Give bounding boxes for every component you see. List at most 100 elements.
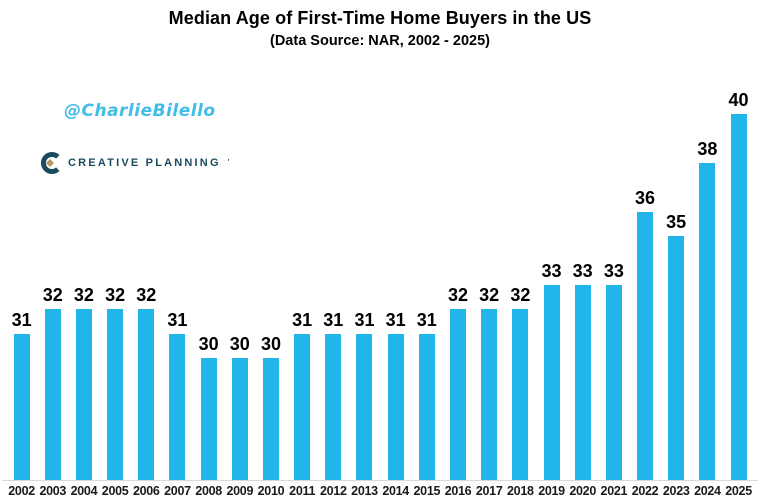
x-axis-tick-label: 2020: [569, 484, 596, 498]
x-axis-tick-label: 2019: [538, 484, 565, 498]
bar-value-label: 32: [479, 285, 500, 306]
bar-column-2020: 33: [567, 90, 598, 480]
bar-column-2004: 32: [68, 90, 99, 480]
bar-value-label: 33: [541, 261, 562, 281]
bar-value-label: 31: [167, 309, 188, 330]
bar-column-2023: 35: [661, 90, 692, 480]
bar-column-2003: 32: [37, 90, 68, 480]
bar-column-2009: 30: [224, 90, 255, 480]
creative-planning-logo: CREATIVE PLANNING ': [39, 152, 229, 174]
bar-column-2008: 30: [193, 90, 224, 480]
bar: [231, 358, 248, 480]
bar-column-2015: 31: [411, 90, 442, 480]
bar: [668, 236, 685, 480]
bar: [75, 309, 92, 480]
x-axis-line: [2, 480, 758, 481]
bar: [107, 309, 124, 480]
chart-subtitle: (Data Source: NAR, 2002 - 2025): [270, 33, 490, 49]
bar-column-2010: 30: [255, 90, 286, 480]
bar: [200, 358, 217, 480]
bar-value-label: 31: [385, 309, 406, 330]
x-axis-tick-label: 2017: [475, 484, 503, 498]
bar-value-label: 32: [136, 285, 157, 306]
bar-value-label: 33: [572, 261, 593, 281]
bar-value-label: 31: [354, 309, 375, 330]
bar-value-label: 32: [42, 285, 63, 306]
bar-value-label: 30: [198, 334, 219, 355]
bar-value-label: 38: [697, 139, 718, 160]
bar: [356, 333, 373, 480]
bar-value-label: 31: [416, 309, 437, 330]
x-axis-tick-label: 2024: [694, 484, 721, 498]
bar-value-label: 31: [11, 309, 32, 330]
bar-column-2012: 31: [318, 90, 349, 480]
bar-column-2006: 32: [131, 90, 162, 480]
bar-column-2024: 38: [692, 90, 723, 480]
watermark-handle: @CharlieBilello: [64, 101, 216, 121]
x-axis-tick-label: 2011: [289, 484, 316, 498]
x-axis-tick-label: 2012: [320, 484, 347, 498]
x-axis-tick-label: 2022: [631, 484, 659, 498]
bar-value-label: 30: [229, 334, 250, 355]
bar: [730, 114, 747, 480]
bar-column-2019: 33: [536, 90, 567, 480]
bar-column-2014: 31: [380, 90, 411, 480]
bar: [512, 309, 529, 480]
bar: [449, 309, 466, 480]
bar-value-label: 35: [666, 212, 687, 233]
bar-value-label: 32: [73, 285, 94, 306]
bar-value-label: 36: [635, 187, 656, 208]
x-axis-labels: 2002 2003 2004 2005 2006 2007 2008 2009 2010 2011…: [6, 484, 754, 498]
bar-value-label: 31: [323, 309, 344, 330]
x-axis-tick-label: 2008: [195, 484, 222, 498]
bar-column-2005: 32: [100, 90, 131, 480]
bar: [387, 333, 404, 480]
x-axis-tick-label: 2005: [101, 484, 129, 498]
bar-column-2013: 31: [349, 90, 380, 480]
bar-value-label: 30: [260, 334, 281, 355]
x-axis-tick-label: 2002: [8, 484, 35, 498]
bar: [543, 285, 560, 480]
plot-area: 31 32 32 32 32 31 30 30 30 31 31 31 31 31 32 32 32 33 33 33…: [6, 90, 754, 480]
x-axis-tick-label: 2025: [725, 484, 752, 498]
bar-column-2021: 33: [598, 90, 629, 480]
bar: [294, 333, 311, 480]
bar-column-2002: 31: [6, 90, 37, 480]
bar: [481, 309, 498, 480]
bar-column-2018: 32: [505, 90, 536, 480]
brand-trademark-mark: ': [227, 159, 230, 166]
bar: [44, 309, 61, 480]
x-axis-tick-label: 2018: [507, 484, 534, 498]
x-axis-tick-label: 2016: [444, 484, 472, 498]
bar: [418, 333, 435, 480]
bar-column-2025: 40: [723, 90, 754, 480]
bar-value-label: 32: [510, 285, 531, 306]
creative-planning-c-icon: [39, 152, 61, 174]
bar: [13, 333, 30, 480]
bar: [699, 163, 716, 480]
bar-column-2007: 31: [162, 90, 193, 480]
x-axis-tick-label: 2004: [70, 484, 98, 498]
x-axis-tick-label: 2009: [226, 484, 254, 498]
x-axis-tick-label: 2021: [600, 484, 628, 498]
bar-column-2022: 36: [629, 90, 660, 480]
x-axis-tick-label: 2013: [351, 484, 378, 498]
bar: [637, 211, 654, 480]
bar-value-label: 32: [447, 285, 468, 306]
bar: [169, 333, 186, 480]
bar: [138, 309, 155, 480]
bar: [325, 333, 342, 480]
bar: [262, 358, 279, 480]
x-axis-tick-label: 2006: [132, 484, 160, 498]
bar: [605, 285, 622, 480]
x-axis-tick-label: 2003: [39, 484, 67, 498]
x-axis-tick-label: 2010: [257, 484, 285, 498]
bar-value-label: 32: [105, 285, 126, 306]
x-axis-tick-label: 2007: [164, 484, 191, 498]
brand-name: CREATIVE PLANNING: [68, 157, 221, 169]
x-axis-tick-label: 2014: [382, 484, 409, 498]
bar: [574, 285, 591, 480]
bar-value-label: 31: [292, 309, 313, 330]
bar-column-2016: 32: [442, 90, 473, 480]
